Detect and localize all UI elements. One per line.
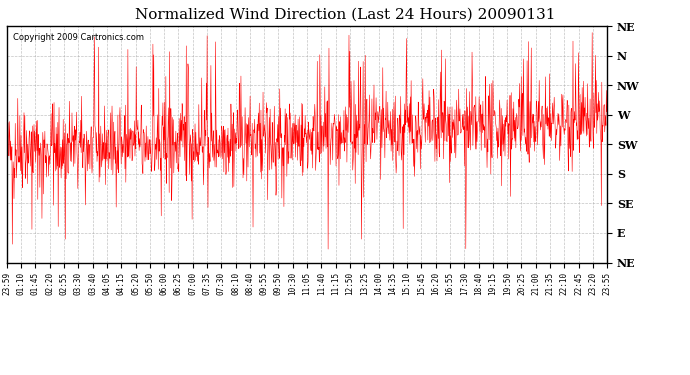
Text: Normalized Wind Direction (Last 24 Hours) 20090131: Normalized Wind Direction (Last 24 Hours… [135, 8, 555, 21]
Text: Copyright 2009 Cartronics.com: Copyright 2009 Cartronics.com [13, 33, 144, 42]
